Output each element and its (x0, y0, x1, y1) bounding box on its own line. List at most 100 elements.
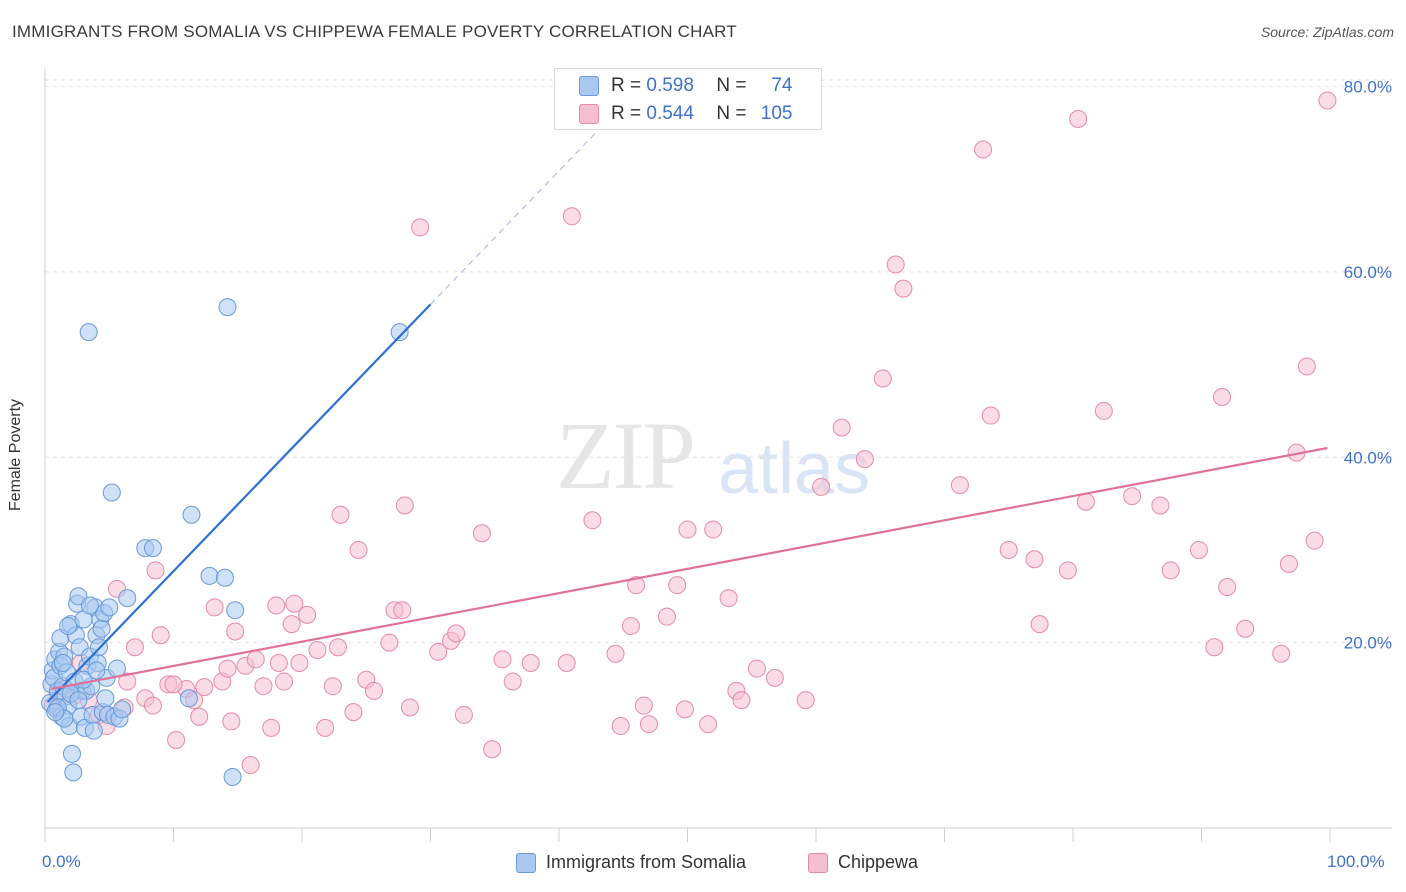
somalia-point (113, 700, 132, 719)
chippewa-point (483, 740, 502, 759)
chippewa-point (218, 659, 237, 678)
somalia-point (80, 596, 99, 615)
somalia-point (69, 691, 88, 710)
chippewa-point (950, 476, 969, 495)
chippewa-point (1218, 578, 1237, 597)
chippewa-point (812, 477, 831, 496)
chippewa-point (269, 654, 288, 673)
chippewa-point (1161, 561, 1180, 580)
chippewa-point (621, 616, 640, 635)
chippewa-point (1205, 638, 1224, 657)
axes (44, 68, 1392, 842)
chippewa-point (400, 698, 419, 717)
chippewa-point (164, 675, 183, 694)
somalia-point (59, 616, 78, 635)
somalia-swatch (579, 76, 599, 96)
somalia-point (87, 661, 106, 680)
chippewa-point (151, 626, 170, 645)
stats-r-value: 0.544 (646, 103, 694, 124)
chippewa-point (143, 696, 162, 715)
somalia-trend-line (46, 303, 432, 703)
chippewa-point (1189, 540, 1208, 559)
chippewa-point (765, 668, 784, 687)
chippewa-point (246, 650, 265, 669)
chippewa-point (668, 576, 687, 595)
chippewa-point (1236, 619, 1255, 638)
chippewa-point (125, 638, 144, 657)
somalia-point (92, 619, 111, 638)
somalia-point (62, 744, 81, 763)
chippewa-point (1213, 388, 1232, 407)
chippewa-point (999, 540, 1018, 559)
chippewa-point (1030, 615, 1049, 634)
chippewa-point (639, 715, 658, 734)
chippewa-point (1305, 531, 1324, 550)
chippewa-point (704, 520, 723, 539)
chippewa-point (1123, 487, 1142, 506)
chippewa-point (627, 576, 646, 595)
chippewa-point (521, 654, 540, 673)
somalia-point (390, 323, 409, 342)
chippewa-point (146, 561, 165, 580)
chippewa-point (1318, 91, 1337, 110)
legend-label-somalia: Immigrants from Somalia (546, 852, 747, 872)
chippewa-point (678, 520, 697, 539)
x-tick-label-min: 0.0% (42, 852, 81, 871)
chippewa-point (1279, 554, 1298, 573)
y-tick-label: 20.0% (1344, 634, 1392, 653)
legend-swatch-chippewa (808, 852, 828, 873)
somalia-point (223, 768, 242, 787)
chippewa-point (190, 707, 209, 726)
chippewa-point (316, 718, 335, 737)
stats-n-value: 105 (760, 103, 793, 124)
legend-item-somalia: Immigrants from Somalia (516, 852, 746, 873)
trend-lines (46, 123, 1328, 703)
chippewa-point (1272, 644, 1291, 663)
somalia-point (96, 689, 115, 708)
chippewa-point (1094, 401, 1113, 420)
somalia-points (41, 298, 409, 787)
y-tick-labels: 20.0% 40.0% 60.0% 80.0% (1344, 78, 1392, 653)
chippewa-point (796, 691, 815, 710)
y-tick-label: 80.0% (1344, 78, 1392, 97)
watermark-atlas: atlas (718, 429, 871, 509)
legend-item-chippewa: Chippewa (808, 852, 918, 873)
somalia-trend-extension (430, 123, 605, 305)
chart-source: Source: ZipAtlas.com (1260, 24, 1394, 40)
chippewa-trend-line (51, 446, 1328, 691)
legend-label-chippewa: Chippewa (838, 852, 919, 872)
chart-title: IMMIGRANTS FROM SOMALIA VS CHIPPEWA FEMA… (12, 22, 737, 41)
chippewa-point (195, 678, 214, 697)
stats-r-label: R = (611, 75, 642, 96)
somalia-point (64, 763, 83, 782)
chippewa-point (675, 700, 694, 719)
chippewa-point (873, 369, 892, 388)
chippewa-point (557, 654, 576, 673)
stats-n-label: N = (716, 103, 747, 124)
stats-row-chippewa: R = 0.544 N = 105 (579, 101, 793, 127)
y-tick-label: 40.0% (1344, 448, 1392, 467)
chippewa-point (290, 654, 309, 673)
chippewa-point (308, 641, 327, 660)
legend-swatch-somalia (516, 852, 536, 873)
chippewa-point (832, 418, 851, 437)
stats-n-value: 74 (771, 75, 793, 96)
chippewa-point (974, 140, 993, 159)
chippewa-point (1058, 561, 1077, 580)
somalia-point (118, 589, 137, 608)
watermark-zip: ZIP (556, 402, 696, 509)
chippewa-point (447, 624, 466, 643)
chippewa-point (429, 642, 448, 661)
stats-row-somalia: R = 0.598 N = 74 (579, 73, 793, 99)
stats-r-value: 0.598 (646, 75, 694, 96)
chippewa-point (267, 596, 286, 615)
chippewa-point (503, 672, 522, 691)
chippewa-point (611, 717, 630, 736)
chippewa-point (262, 718, 281, 737)
chippewa-point (241, 755, 260, 774)
chippewa-point (298, 605, 317, 624)
chippewa-point (886, 255, 905, 274)
chippewa-swatch (579, 104, 599, 124)
chippewa-point (454, 705, 473, 724)
chippewa-point (167, 730, 186, 749)
